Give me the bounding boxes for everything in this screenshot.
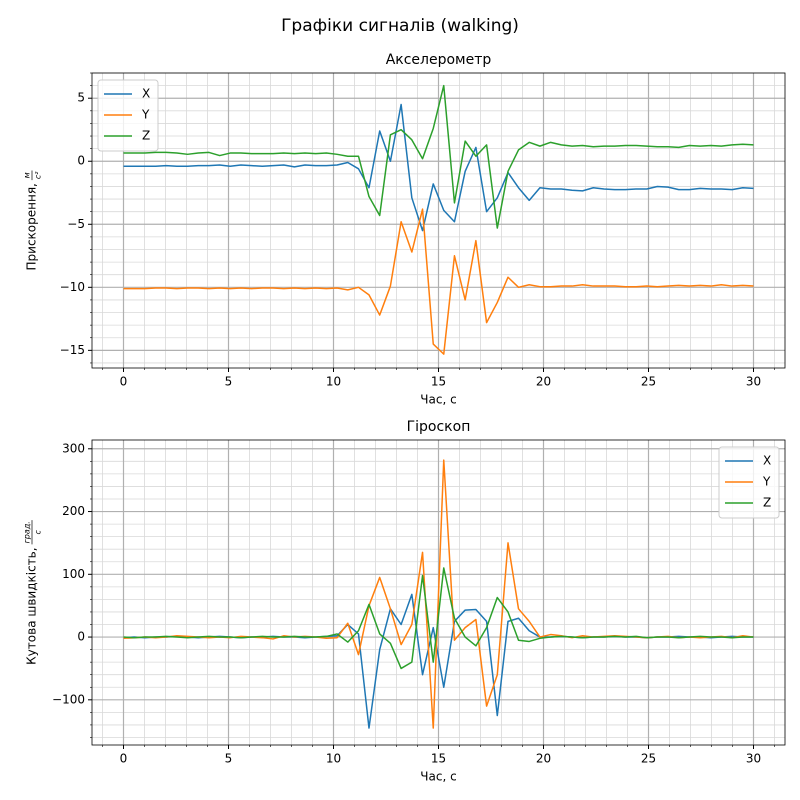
x-tick-label: 5 [225,375,233,389]
y-tick-label: 300 [62,441,85,455]
y-tick-label: −15 [60,343,85,357]
x-axis-label: Час, с [420,393,456,407]
x-tick-label: 10 [326,375,341,389]
subplot-title: Гіроскоп [407,419,471,435]
series-line [123,103,754,232]
y-axis-label-text: Прискорення, [25,183,39,270]
x-tick-label: 25 [641,375,656,389]
y-tick-label: −100 [52,692,85,706]
x-tick-label: 15 [431,752,446,766]
y-axis-label: Кутова швидкість, град. c [23,520,43,665]
x-tick-label: 20 [536,375,551,389]
x-tick-label: 25 [641,752,656,766]
legend-label: Y [141,108,150,122]
y-axis-label-numerator: м [23,172,32,178]
axes-frame [91,439,786,746]
x-tick-label: 0 [120,375,128,389]
x-tick-label: 5 [225,752,233,766]
y-axis-label-denominator: c [34,530,43,535]
series-line [123,84,754,229]
subplot: 0 5 10 15 20 25 30 −15 −10 −5 0 5 Акселерометр Час, с… [23,52,786,407]
legend-label: X [763,454,771,468]
legend-label: Y [762,475,771,489]
y-tick-label: 0 [77,154,85,168]
subplot: 0 5 10 15 20 25 30 −100 0 100 200 300 Гіроскоп Час, с… [23,419,786,784]
y-tick-label: 200 [62,504,85,518]
y-axis-label-denominator: c² [34,171,43,179]
legend: XYZ [97,79,159,152]
legend: XYZ [718,446,780,519]
x-axis-label: Час, с [420,770,456,784]
axes-frame [91,72,786,369]
legend-label: Z [142,129,150,143]
series-line [123,208,754,355]
y-tick-label: 5 [77,91,85,105]
y-tick-label: −10 [60,280,85,294]
y-tick-label: 0 [77,630,85,644]
legend-label: Z [763,496,771,510]
x-tick-label: 30 [746,752,761,766]
y-axis-label: Прискорення, м c² [23,170,43,270]
y-tick-label: 100 [62,567,85,581]
x-tick-label: 15 [431,375,446,389]
x-tick-label: 0 [120,752,128,766]
series-line [123,567,754,670]
x-tick-label: 30 [746,375,761,389]
x-tick-label: 20 [536,752,551,766]
subplot-title: Акселерометр [386,52,492,68]
y-axis-label-text: Кутова швидкість, [25,547,39,664]
legend-label: X [142,87,150,101]
y-tick-label: −5 [67,217,85,231]
x-tick-label: 10 [326,752,341,766]
y-axis-label-numerator: град. [23,521,32,543]
figure-title: Графіки сигналів (walking) [281,16,519,36]
